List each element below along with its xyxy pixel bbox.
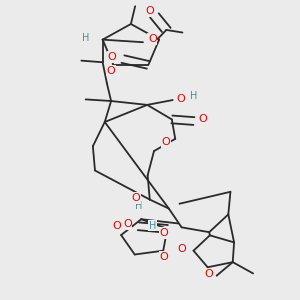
Text: O: O <box>204 269 213 279</box>
Text: H: H <box>136 201 143 211</box>
Text: O: O <box>132 193 140 203</box>
Text: O: O <box>161 137 170 147</box>
Text: O: O <box>106 66 115 76</box>
Text: O: O <box>160 252 168 262</box>
Text: H: H <box>82 33 89 43</box>
Text: O: O <box>123 219 132 230</box>
Text: O: O <box>198 114 207 124</box>
Text: O: O <box>112 221 121 231</box>
Text: O: O <box>177 244 186 254</box>
Text: H: H <box>190 91 197 101</box>
Text: O: O <box>107 52 116 62</box>
Text: O: O <box>148 34 157 44</box>
Text: O: O <box>145 6 154 16</box>
Text: O: O <box>176 94 185 104</box>
Text: H: H <box>149 221 156 231</box>
Text: O: O <box>159 228 168 238</box>
